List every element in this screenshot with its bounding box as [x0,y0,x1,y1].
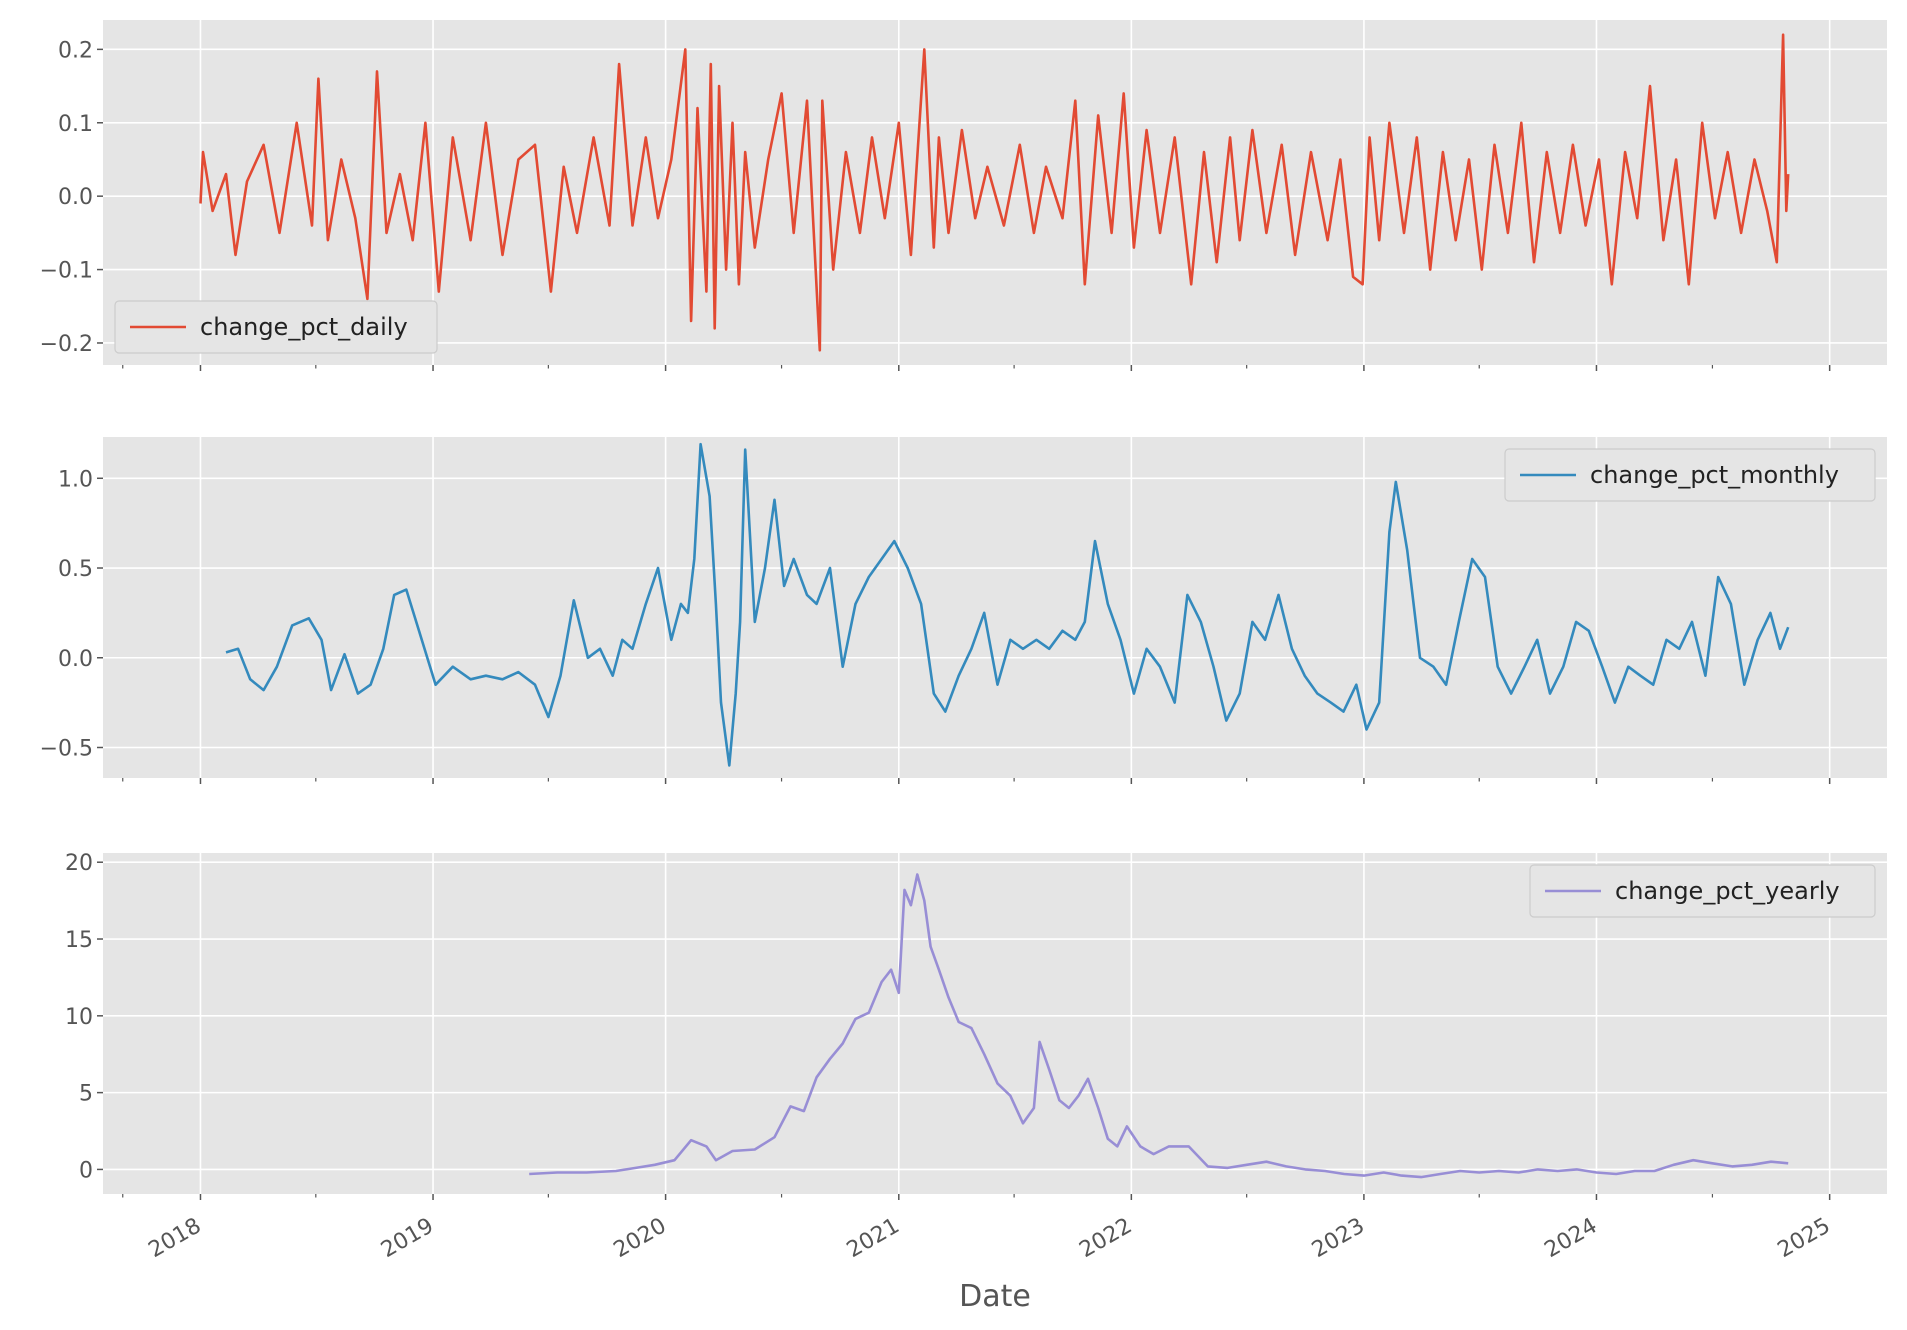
y-tick-label: 0.0 [58,185,93,210]
y-tick-label: 20 [65,851,93,876]
chart-panel-1: −0.2 −0.1 0.0 0.1 0.2 change_pct_daily [40,20,1887,371]
legend-frame [1504,448,1876,502]
legend-label: change_pct_monthly [1590,461,1839,489]
x-axis-title: Date [959,1279,1031,1314]
y-tick-label: −0.2 [40,332,93,357]
chart-panels: −0.2 −0.1 0.0 0.1 0.2 change_pct_daily −0.5 0.0… [40,20,1887,1263]
legend-label: change_pct_yearly [1615,877,1840,905]
legend-label: change_pct_daily [200,313,408,341]
legend: change_pct_monthly [1504,448,1876,502]
y-tick-label: 0.1 [58,112,93,137]
y-tick-label: 0.2 [58,38,93,63]
legend: change_pct_daily [114,300,438,354]
y-tick-label: 5 [79,1082,93,1107]
chart-panel-2: −0.5 0.0 0.5 1.0 change_pct_monthly [40,437,1887,784]
y-tick-label: 15 [65,928,93,953]
legend: change_pct_yearly [1529,864,1876,918]
y-tick-label: 1.0 [58,467,93,492]
y-tick-label: 0 [79,1158,93,1183]
y-tick-label: 0.5 [58,557,93,582]
series-line-change_pct_daily [199,33,1790,352]
legend-frame [114,300,438,354]
series-line-change_pct_monthly [225,442,1790,767]
y-tick-label: 0.0 [58,647,93,672]
y-tick-label: −0.5 [40,736,93,761]
legend-frame [1529,864,1876,918]
y-tick-label: 10 [65,1005,93,1030]
y-tick-label: −0.1 [40,259,93,284]
series-line-change_pct_yearly [529,873,1789,1179]
